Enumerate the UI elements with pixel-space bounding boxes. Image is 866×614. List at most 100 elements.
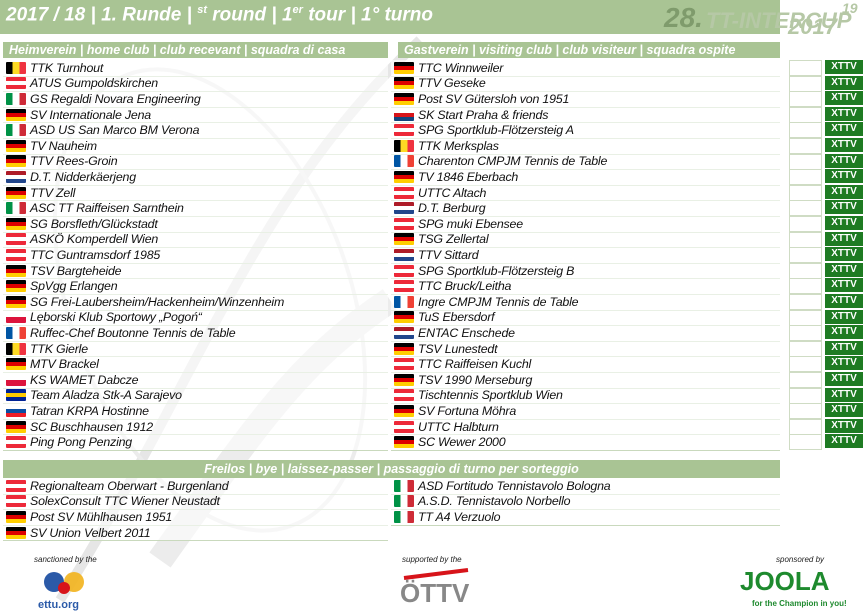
result-box (789, 184, 822, 201)
result-box (789, 216, 822, 232)
ttv-badge: XTTV (825, 294, 863, 308)
flag-icon (394, 77, 414, 90)
team-row: TTC Guntramsdorf 1985 (3, 247, 388, 264)
result-box (789, 122, 822, 139)
flag-icon (394, 404, 414, 417)
team-row: A.S.D. Tennistavolo Norbello (391, 493, 780, 511)
flag-icon (6, 124, 26, 137)
team-name: D.T. Berburg (418, 201, 486, 216)
flag-icon (6, 61, 26, 74)
ttv-badge: XTTV (825, 372, 863, 386)
flag-icon (6, 479, 26, 492)
flag-icon (6, 495, 26, 508)
team-row: TTK Gierle (3, 340, 388, 358)
ttv-badge: XTTV (825, 122, 863, 137)
team-row: Post SV Gütersloh von 1951 (391, 91, 780, 108)
team-name: KS WAMET Dabcze (30, 372, 139, 387)
team-row: Lęborski Klub Sportowy „Pogoń“ (3, 309, 388, 327)
flag-icon (6, 510, 26, 523)
ttv-badge: XTTV (825, 325, 863, 340)
team-row: Regionalteam Oberwart - Burgenland (3, 478, 388, 495)
team-name: UTTC Halbturn (418, 419, 499, 434)
ottv-logo: ÖTTV (400, 568, 470, 608)
team-name: SPG Sportklub-Flötzersteig A (418, 123, 574, 138)
flag-icon (394, 202, 414, 215)
team-row: TSV Bargteheide (3, 262, 388, 280)
ttv-badge: XTTV (825, 216, 863, 230)
supported-label: supported by the (402, 555, 462, 564)
team-row: KS WAMET Dabcze (3, 372, 388, 389)
flag-icon (394, 510, 414, 523)
ttv-badge: XTTV (825, 184, 863, 199)
result-box (789, 325, 822, 342)
team-row: Charenton CMPJM Tennis de Table (391, 153, 780, 171)
result-box (789, 231, 822, 248)
ttv-badge: XTTV (825, 262, 863, 277)
flag-icon (6, 295, 26, 308)
team-row: SPG muki Ebensee (391, 216, 780, 233)
team-name: SC Buschhausen 1912 (30, 419, 153, 434)
team-row: TTV Zell (3, 184, 388, 202)
flag-icon (394, 280, 414, 293)
flag-icon (394, 420, 414, 433)
ttv-badge: XTTV (825, 153, 863, 168)
flag-icon (394, 373, 414, 386)
result-box (789, 434, 822, 451)
ttv-badge: XTTV (825, 247, 863, 262)
ttv-badge: XTTV (825, 434, 863, 449)
flag-icon (394, 233, 414, 246)
flag-icon (394, 479, 414, 492)
flag-icon (6, 186, 26, 199)
team-row: Post SV Mühlhausen 1951 (3, 509, 388, 526)
svg-text:ettu.org: ettu.org (38, 599, 79, 611)
result-box (789, 153, 822, 170)
flag-icon (6, 202, 26, 215)
flag-icon (394, 124, 414, 137)
team-row: UTTC Altach (391, 184, 780, 202)
team-name: D.T. Nidderkäerjeng (30, 169, 136, 184)
flag-icon (394, 358, 414, 371)
team-row: TTC Raiffeisen Kuchl (391, 356, 780, 373)
sanctioned-label: sanctioned by the (34, 555, 97, 564)
team-name: TTC Bruck/Leitha (418, 279, 512, 294)
team-name: Post SV Mühlhausen 1951 (30, 509, 173, 524)
team-row: Ingre CMPJM Tennis de Table (391, 294, 780, 311)
team-name: Lęborski Klub Sportowy „Pogoń“ (30, 310, 202, 325)
flag-icon (6, 373, 26, 386)
team-name: ASKÖ Komperdell Wien (30, 232, 159, 247)
flag-icon (6, 155, 26, 168)
team-name: SV Fortuna Möhra (418, 403, 517, 418)
ttv-badge: XTTV (825, 91, 863, 106)
team-row: GS Regaldi Novara Engineering (3, 91, 388, 108)
flag-icon (6, 280, 26, 293)
result-box (789, 247, 822, 264)
team-name: UTTC Altach (418, 185, 487, 200)
flag-icon (6, 358, 26, 371)
team-name: TTK Merksplas (418, 138, 499, 153)
team-name: SolexConsult TTC Wiener Neustadt (30, 494, 220, 509)
flag-icon (394, 186, 414, 199)
team-row: D.T. Berburg (391, 200, 780, 217)
result-box (789, 200, 822, 217)
team-row: ASD US San Marco BM Verona (3, 122, 388, 139)
result-box (789, 340, 822, 357)
home-header: Heimverein | home club | club recevant |… (3, 42, 388, 58)
team-name: TTK Turnhout (30, 60, 104, 75)
team-name: TTK Gierle (30, 341, 88, 356)
flag-icon (6, 420, 26, 433)
team-name: A.S.D. Tennistavolo Norbello (418, 494, 571, 509)
team-name: SG Borsfleth/Glückstadt (30, 216, 158, 231)
team-row: TTC Bruck/Leitha (391, 278, 780, 295)
flag-icon (394, 248, 414, 261)
team-name: TTV Geseke (418, 76, 486, 91)
team-row: ATUS Gumpoldskirchen (3, 75, 388, 93)
team-row: ASC TT Raiffeisen Sarnthein (3, 200, 388, 217)
flag-icon (6, 92, 26, 105)
team-name: ATUS Gumpoldskirchen (30, 76, 158, 91)
team-row: UTTC Halbturn (391, 418, 780, 436)
team-name: Tatran KRPA Hostinne (30, 403, 149, 418)
team-row: SC Wewer 2000 (391, 434, 780, 451)
intercup-logo: 28. TT-INTERCUP 2017 19 (664, 0, 858, 39)
flag-icon (6, 326, 26, 339)
ttv-badge: XTTV (825, 200, 863, 215)
